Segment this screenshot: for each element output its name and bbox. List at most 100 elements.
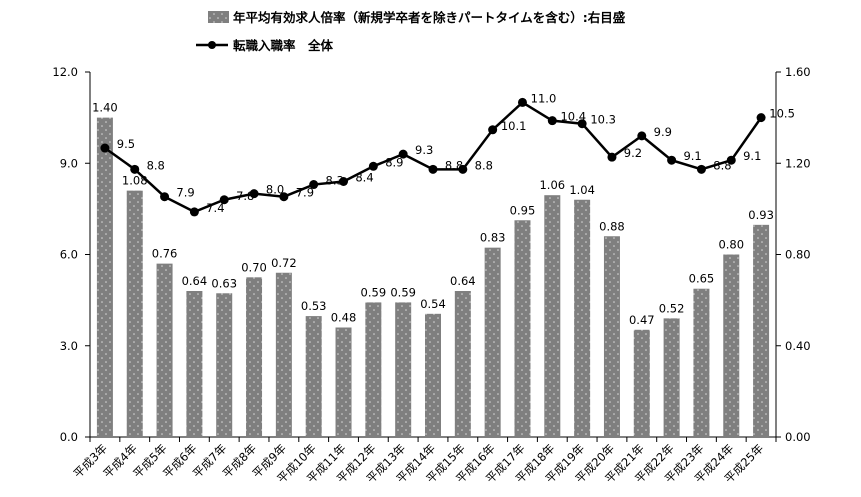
- bar: [544, 195, 561, 437]
- line-point: [249, 189, 259, 199]
- line-point: [756, 113, 766, 123]
- axes: 0.0 3.0 6.0 9.0 12.0 0.00 0.40 0.80 1.20 1.60: [52, 65, 810, 444]
- line-value-label: 9.1: [683, 149, 701, 163]
- bar-value-label: 0.88: [599, 219, 625, 233]
- line-value-label: 11.0: [531, 91, 557, 105]
- line-point: [130, 164, 140, 174]
- right-tick-label: 1.60: [785, 65, 811, 79]
- right-tick-label: 0.80: [785, 248, 811, 262]
- bar-value-label: 0.72: [271, 256, 297, 270]
- line-series: [100, 97, 766, 217]
- line-value-label: 8.3: [326, 174, 344, 188]
- right-tick-label: 0.00: [785, 430, 811, 444]
- bar-value-label: 0.83: [480, 231, 506, 245]
- line-point: [637, 131, 647, 141]
- x-axis-tick-labels: 平成3年平成4年平成5年平成6年平成7年平成8年平成9年平成10年平成11年平成…: [71, 441, 767, 486]
- line-value-label: 7.4: [206, 201, 224, 215]
- line-point: [279, 192, 289, 202]
- line-point: [100, 143, 110, 153]
- bar-value-label: 0.54: [420, 297, 446, 311]
- bar-series: [96, 117, 770, 437]
- bar: [395, 302, 412, 437]
- bar-value-label: 0.63: [211, 276, 237, 290]
- line-value-label: 8.9: [385, 155, 403, 169]
- line-value-label: 9.5: [117, 137, 135, 151]
- bar-data-labels: 1.401.080.760.64 0.630.70 0.720.530.480.59…: [92, 101, 774, 327]
- bar-value-label: 1.06: [539, 178, 565, 192]
- line-value-label: 8.8: [445, 158, 463, 172]
- bar-value-label: 1.08: [122, 174, 148, 188]
- line-point: [339, 177, 349, 186]
- line-value-label: 10.3: [590, 113, 616, 127]
- bar: [693, 288, 710, 437]
- left-tick-label: 3.0: [60, 339, 78, 353]
- line-value-label: 10.1: [501, 119, 527, 133]
- legend: 年平均有効求人倍率（新規学卒者を除きパートタイムを含む）:右目盛 転職入職率 全…: [196, 10, 626, 53]
- bar-value-label: 0.52: [659, 301, 685, 315]
- bar-value-label: 0.59: [361, 285, 387, 299]
- line-point: [488, 125, 498, 135]
- bar: [96, 117, 113, 437]
- bar: [603, 236, 620, 437]
- bar-value-label: 1.04: [569, 183, 595, 197]
- legend-bar-label: 年平均有効求人倍率（新規学卒者を除きパートタイムを含む）:右目盛: [233, 10, 626, 25]
- bar: [246, 277, 263, 437]
- line-value-label: 7.9: [176, 186, 194, 200]
- bar-value-label: 0.48: [331, 311, 357, 325]
- line-point: [160, 192, 170, 202]
- bar: [186, 291, 203, 437]
- bar-value-label: 0.65: [689, 272, 715, 286]
- bar: [633, 329, 650, 437]
- line-point: [607, 152, 617, 162]
- left-tick-label: 6.0: [60, 248, 78, 262]
- bar-value-label: 1.40: [92, 101, 118, 115]
- line-value-label: 7.8: [236, 189, 254, 203]
- line-point: [726, 155, 736, 165]
- legend-item-bar: 年平均有効求人倍率（新規学卒者を除きパートタイムを含む）:右目盛: [208, 10, 626, 25]
- bar: [454, 291, 471, 437]
- line-point: [368, 161, 378, 171]
- line-value-label: 10.5: [769, 107, 795, 121]
- bar: [216, 293, 233, 437]
- line-point: [696, 164, 706, 174]
- bar: [663, 318, 680, 437]
- legend-bar-swatch: [208, 11, 229, 23]
- bar: [753, 224, 770, 437]
- bar-value-label: 0.93: [748, 208, 774, 222]
- line-value-label: 8.8: [475, 158, 493, 172]
- bar-value-label: 0.53: [301, 299, 327, 313]
- line-value-label: 8.8: [713, 158, 731, 172]
- line-value-label: 9.3: [415, 143, 433, 157]
- bar: [574, 199, 591, 437]
- line-value-label: 8.4: [355, 171, 373, 185]
- line-data-labels: 9.5 8.8 7.9 7.4 7.8 8.0 7.9 8.3 8.4 8.9 9.3 8.8 8.8 1…: [117, 91, 795, 215]
- line-point: [547, 116, 557, 126]
- bar: [484, 247, 501, 437]
- bar-value-label: 0.70: [241, 260, 267, 274]
- bar-value-label: 0.80: [718, 238, 744, 252]
- bar: [305, 316, 322, 437]
- line-value-label: 7.9: [296, 186, 314, 200]
- line-point: [667, 155, 677, 165]
- bar-value-label: 0.47: [629, 313, 655, 327]
- legend-item-line: 転職入職率 全体: [196, 38, 334, 53]
- line-value-label: 9.9: [654, 125, 672, 139]
- bar: [275, 272, 292, 437]
- right-tick-label: 0.40: [785, 339, 811, 353]
- bar: [425, 313, 441, 437]
- legend-line-label: 転職入職率 全体: [233, 38, 334, 53]
- bar: [156, 263, 173, 437]
- line-value-label: 9.1: [743, 149, 761, 163]
- bar: [126, 190, 143, 437]
- legend-line-marker: [208, 41, 216, 49]
- bar: [365, 302, 382, 437]
- right-tick-label: 1.20: [785, 156, 811, 170]
- left-tick-label: 12.0: [52, 65, 78, 79]
- bar: [514, 220, 531, 437]
- line-value-label: 8.8: [147, 158, 165, 172]
- line-point: [517, 97, 527, 107]
- bar-value-label: 0.95: [510, 203, 536, 217]
- line-point: [458, 164, 468, 174]
- line-point: [577, 119, 587, 129]
